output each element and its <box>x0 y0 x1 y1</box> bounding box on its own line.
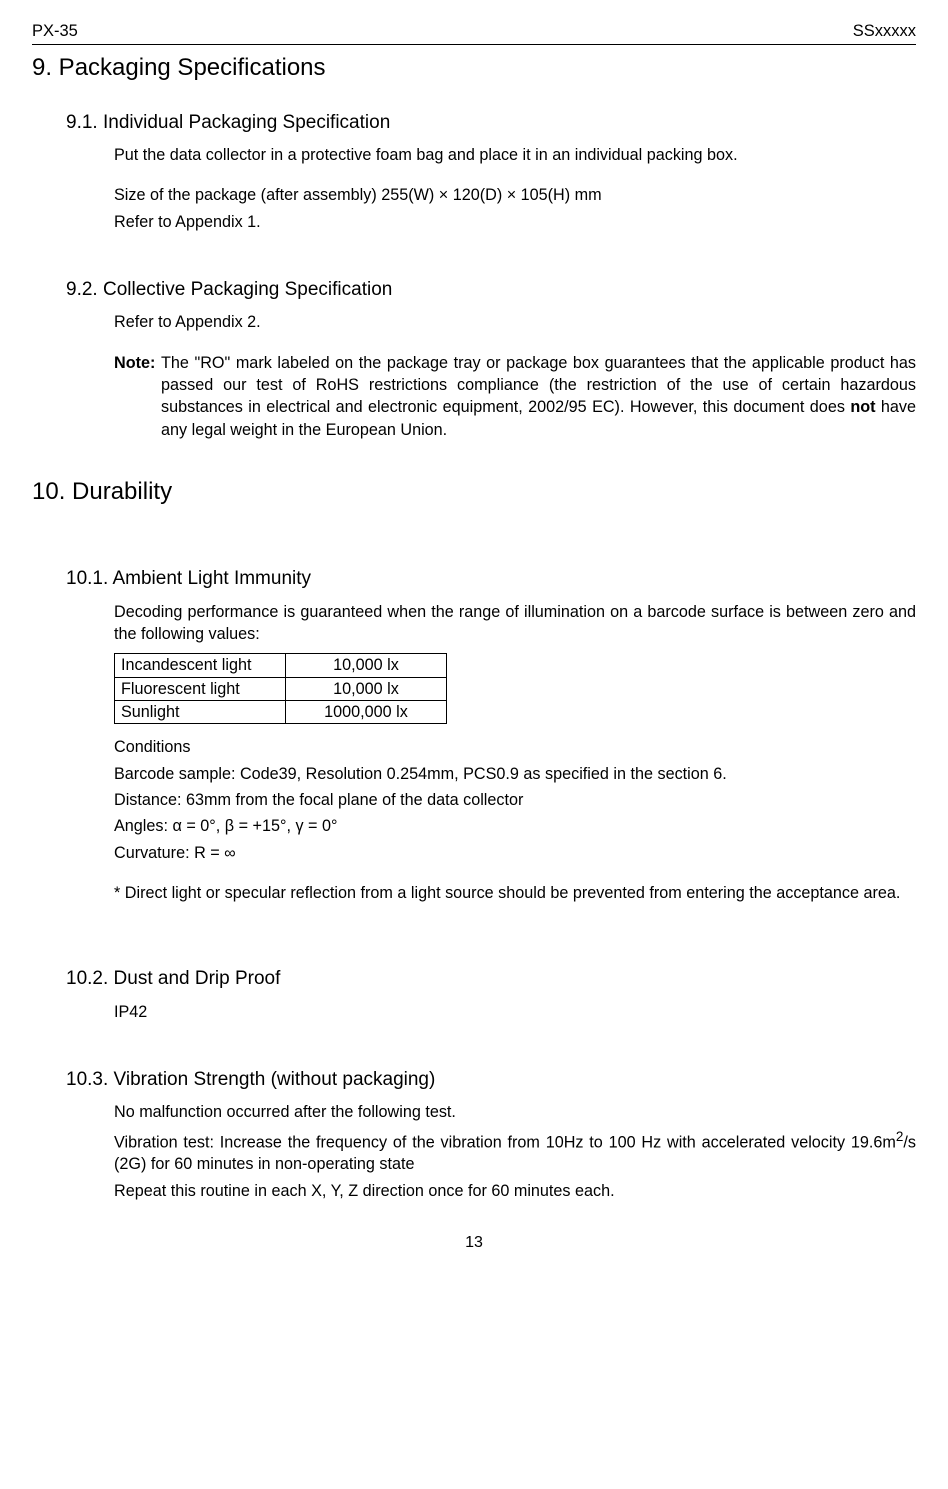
table-row: Fluorescent light 10,000 lx <box>115 677 447 700</box>
table-row: Sunlight 1000,000 lx <box>115 700 447 723</box>
paragraph: Decoding performance is guaranteed when … <box>114 601 916 646</box>
table-cell: Sunlight <box>115 700 286 723</box>
section-9-1-body: Put the data collector in a protective f… <box>114 144 916 233</box>
paragraph: Refer to Appendix 2. <box>114 311 916 333</box>
section-10-3-title: 10.3. Vibration Strength (without packag… <box>66 1067 916 1093</box>
table-cell: 1000,000 lx <box>286 700 447 723</box>
text-span: Vibration test: Increase the frequency o… <box>114 1133 896 1151</box>
doc-code-right: SSxxxxx <box>853 20 916 43</box>
section-10-title: 10. Durability <box>32 475 916 508</box>
note-body: The "RO" mark labeled on the package tra… <box>161 354 916 417</box>
paragraph: Refer to Appendix 1. <box>114 211 916 233</box>
paragraph: Curvature: R = ∞ <box>114 842 916 864</box>
section-10-2-title: 10.2. Dust and Drip Proof <box>66 966 916 992</box>
section-10-1-title: 10.1. Ambient Light Immunity <box>66 566 916 592</box>
paragraph: Put the data collector in a protective f… <box>114 144 916 166</box>
note-not: not <box>850 398 875 416</box>
ambient-light-table: Incandescent light 10,000 lx Fluorescent… <box>114 653 447 724</box>
paragraph: Repeat this routine in each X, Y, Z dire… <box>114 1180 916 1202</box>
paragraph: IP42 <box>114 1001 916 1023</box>
paragraph: Angles: α = 0°, β = +15°, γ = 0° <box>114 815 916 837</box>
paragraph: Barcode sample: Code39, Resolution 0.254… <box>114 763 916 785</box>
page-number: 13 <box>32 1232 916 1254</box>
conditions-block: Conditions Barcode sample: Code39, Resol… <box>114 736 916 864</box>
section-9-2-title: 9.2. Collective Packaging Specification <box>66 277 916 303</box>
paragraph: Distance: 63mm from the focal plane of t… <box>114 789 916 811</box>
section-9-2-body: Refer to Appendix 2. <box>114 311 916 333</box>
section-9-title: 9. Packaging Specifications <box>32 51 916 84</box>
table-row: Incandescent light 10,000 lx <box>115 654 447 677</box>
paragraph: Conditions <box>114 736 916 758</box>
note-label: Note: <box>114 352 161 374</box>
paragraph: * Direct light or specular reflection fr… <box>114 882 916 904</box>
paragraph: Vibration test: Increase the frequency o… <box>114 1128 916 1176</box>
asterisk-note: * Direct light or specular reflection fr… <box>114 882 916 904</box>
section-10-1-intro: Decoding performance is guaranteed when … <box>114 601 916 646</box>
table-cell: Incandescent light <box>115 654 286 677</box>
section-10-2-body: IP42 <box>114 1001 916 1023</box>
section-9-1-title: 9.1. Individual Packaging Specification <box>66 110 916 136</box>
table-cell: Fluorescent light <box>115 677 286 700</box>
section-10-3-body: No malfunction occurred after the follow… <box>114 1101 916 1202</box>
paragraph: Size of the package (after assembly) 255… <box>114 184 916 206</box>
note-block: Note: The "RO" mark labeled on the packa… <box>114 352 916 441</box>
table-cell: 10,000 lx <box>286 654 447 677</box>
paragraph: No malfunction occurred after the follow… <box>114 1101 916 1123</box>
page-header: PX-35 SSxxxxx <box>32 20 916 45</box>
doc-code-left: PX-35 <box>32 20 78 43</box>
table-cell: 10,000 lx <box>286 677 447 700</box>
